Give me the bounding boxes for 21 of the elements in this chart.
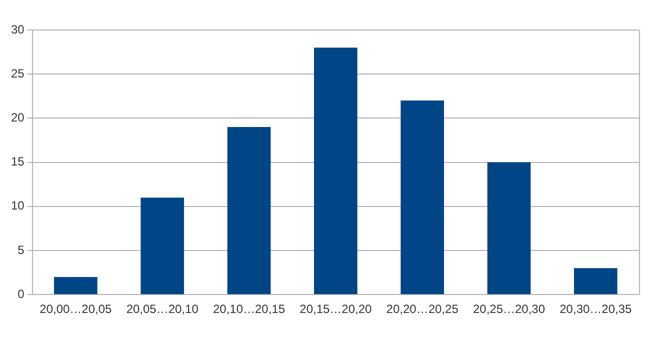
- x-tick-label: 20,20…20,25: [386, 302, 459, 316]
- y-tick-label: 25: [10, 66, 25, 80]
- y-tick-label: 5: [18, 242, 25, 257]
- bar: [140, 198, 184, 294]
- bar: [227, 127, 271, 294]
- bar: [314, 48, 358, 294]
- y-tick-label: 0: [18, 286, 25, 301]
- x-tick-label: 20,15…20,20: [300, 302, 372, 316]
- x-tick-label: 20,00…20,05: [40, 302, 112, 316]
- x-tick-label: 20,05…20,10: [126, 302, 199, 316]
- bar: [574, 268, 618, 294]
- bar: [400, 100, 444, 294]
- y-tick-label: 15: [10, 154, 25, 169]
- y-tick-label: 30: [10, 22, 25, 36]
- y-tick-label: 20: [10, 110, 25, 125]
- bar: [54, 276, 98, 294]
- y-tick-label: 10: [10, 198, 25, 213]
- x-tick-label: 20,30…20,35: [560, 302, 632, 316]
- x-tick-label: 20,25…20,30: [472, 302, 546, 316]
- bar: [487, 162, 531, 294]
- x-tick-label: 20,10…20,15: [212, 302, 286, 316]
